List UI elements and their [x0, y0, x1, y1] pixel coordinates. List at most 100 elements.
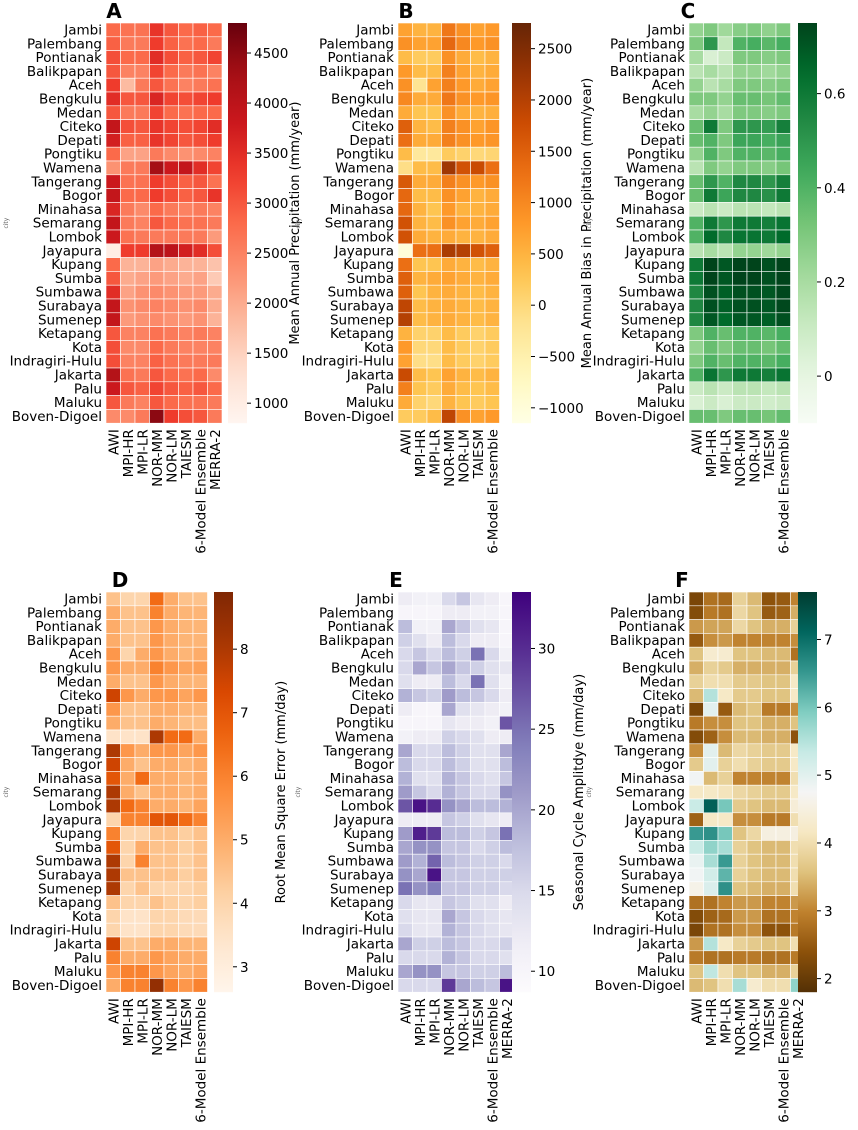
city-label: Palembang: [27, 36, 102, 52]
heatmap-cell: [178, 591, 194, 607]
heatmap-cell: [717, 36, 733, 51]
model-label: MPI-HR: [413, 429, 429, 477]
heatmap-cell: [761, 105, 777, 120]
heatmap-cell: [397, 633, 413, 648]
heatmap-cell: [455, 381, 471, 396]
heatmap-cell: [455, 688, 471, 703]
heatmap-cell: [397, 257, 413, 272]
colorbar-tick-label: 6: [240, 769, 249, 785]
heatmap-cell: [761, 64, 777, 79]
heatmap-cell: [441, 229, 457, 245]
heatmap-cell: [470, 50, 486, 65]
heatmap-cell: [192, 826, 208, 841]
heatmap-cell: [703, 188, 719, 203]
city-label: Medan: [349, 674, 394, 690]
heatmap-cell: [163, 188, 179, 203]
heatmap-cell: [746, 326, 762, 341]
heatmap-cell: [412, 381, 428, 396]
heatmap-cell: [120, 909, 136, 924]
heatmap-cell: [134, 202, 150, 217]
heatmap-cell: [426, 64, 442, 79]
heatmap-cell: [703, 950, 719, 965]
heatmap-cell: [178, 298, 194, 314]
heatmap-cell: [134, 146, 150, 162]
heatmap-cell: [470, 798, 486, 814]
heatmap-cell: [178, 243, 194, 258]
heatmap-cell: [178, 381, 194, 396]
heatmap-cell: [455, 395, 471, 410]
city-label: Pongtiku: [336, 716, 394, 732]
heatmap-cell: [412, 867, 428, 883]
heatmap-cell: [470, 840, 486, 855]
heatmap-cell: [484, 633, 500, 648]
heatmap-cell: [178, 867, 194, 883]
heatmap-cell: [499, 867, 515, 883]
heatmap-cell: [703, 133, 719, 148]
heatmap-cell: [703, 271, 719, 286]
heatmap-cell: [470, 91, 486, 107]
y-axis-label: city: [3, 217, 10, 228]
heatmap-cell: [470, 729, 486, 745]
heatmap-cell: [178, 757, 194, 772]
model-label: 6-Model Ensemble: [485, 998, 501, 1122]
city-label: Semarang: [616, 216, 685, 232]
city-label: Lombok: [632, 799, 686, 815]
heatmap-cell: [105, 633, 121, 648]
city-label: Ketapang: [38, 326, 102, 342]
heatmap-cell: [441, 660, 457, 676]
heatmap-cell: [688, 909, 704, 924]
heatmap-cell: [703, 340, 719, 355]
heatmap-cell: [397, 174, 413, 189]
city-label: Boven-Digoel: [304, 409, 394, 425]
colorbar-label: Seasonal Cycle Amplitdye (mm/day): [572, 674, 587, 911]
colorbar: [512, 23, 531, 424]
heatmap-cell: [703, 50, 719, 65]
heatmap-cell: [484, 674, 500, 689]
city-label: Jayapura: [334, 812, 394, 828]
heatmap-cell: [688, 119, 704, 134]
heatmap-cell: [178, 853, 194, 869]
heatmap-cell: [426, 284, 442, 300]
heatmap-cell: [178, 105, 194, 120]
heatmap-cell: [178, 395, 194, 410]
heatmap-cell: [192, 646, 208, 662]
heatmap-cell: [178, 133, 194, 148]
heatmap-cell: [746, 271, 762, 286]
heatmap-cell: [178, 77, 194, 93]
city-label: Surabaya: [38, 299, 102, 315]
heatmap-cell: [761, 146, 777, 162]
heatmap-cell: [178, 257, 194, 272]
heatmap-cell: [207, 146, 223, 162]
heatmap-cell: [761, 688, 777, 703]
heatmap-cell: [426, 840, 442, 855]
heatmap-cell: [192, 633, 208, 648]
heatmap-cell: [397, 160, 413, 176]
heatmap-cell: [426, 22, 442, 38]
heatmap-cell: [761, 771, 777, 786]
heatmap-cell: [746, 950, 762, 965]
heatmap-cell: [455, 757, 471, 772]
city-label: Pontianak: [619, 619, 686, 635]
heatmap-cell: [717, 174, 733, 189]
heatmap-cell: [455, 202, 471, 217]
heatmap-cell: [207, 91, 223, 107]
heatmap-cell: [688, 298, 704, 314]
heatmap-cell: [775, 64, 791, 79]
city-label: Palu: [366, 950, 394, 966]
heatmap-cell: [397, 605, 413, 620]
heatmap-cell: [134, 312, 150, 327]
heatmap-cell: [149, 812, 165, 827]
heatmap-cell: [441, 909, 457, 924]
heatmap-cell: [746, 909, 762, 924]
heatmap-cell: [192, 936, 208, 952]
heatmap-cell: [149, 160, 165, 176]
heatmap-cell: [178, 353, 194, 369]
city-label: Sumenep: [38, 312, 102, 328]
heatmap-cell: [412, 812, 428, 827]
heatmap-cell: [455, 340, 471, 355]
heatmap-cell: [397, 702, 413, 717]
panel-letter: C: [681, 0, 696, 23]
heatmap-cell: [149, 395, 165, 410]
y-axis-label: city: [295, 786, 302, 797]
heatmap-cell: [775, 646, 791, 662]
